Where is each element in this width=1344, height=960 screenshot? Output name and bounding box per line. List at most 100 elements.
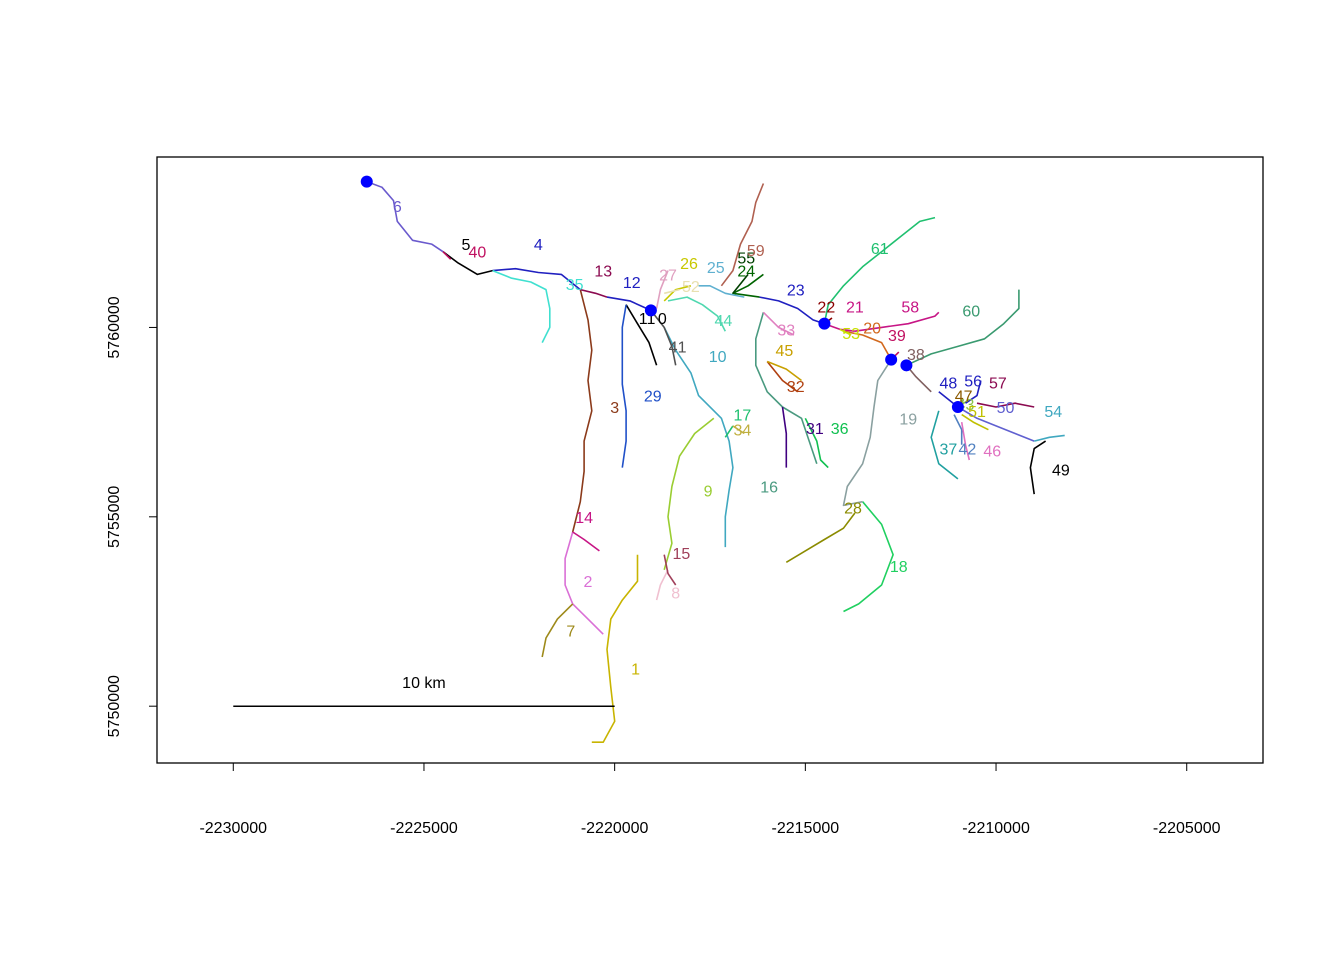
- stream-segment-37: [930, 410, 959, 480]
- stream-segment-45: [766, 360, 802, 382]
- y-axis: 5750000 5755000 5760000: [106, 296, 157, 737]
- segment-label-39: 39: [888, 328, 906, 345]
- scale-bar: 10 km: [233, 675, 615, 707]
- x-tick-label: -2205000: [1153, 820, 1221, 837]
- x-tick-label: -2225000: [390, 820, 458, 837]
- x-tick-label: -2210000: [962, 820, 1030, 837]
- segment-label-44: 44: [714, 313, 732, 330]
- stream-segment-42: [953, 414, 963, 445]
- segment-label-56: 56: [964, 373, 982, 390]
- segment-label-53: 53: [842, 326, 860, 343]
- segment-label-21: 21: [846, 300, 864, 317]
- segment-label-14: 14: [575, 510, 593, 527]
- segment-label-36: 36: [831, 421, 849, 438]
- segment-label-54: 54: [1044, 404, 1062, 421]
- segment-label-18: 18: [890, 559, 908, 576]
- segment-label-25: 25: [707, 260, 725, 277]
- segment-label-46: 46: [983, 444, 1001, 461]
- stream-segment-41: [650, 309, 677, 366]
- segment-label-40: 40: [468, 245, 486, 262]
- outlet-point: [900, 359, 913, 372]
- stream-segment-53: [839, 328, 852, 336]
- stream-segment-61: [823, 216, 936, 324]
- stream-segment-25: [698, 284, 745, 298]
- segment-label-37: 37: [939, 442, 957, 459]
- segment-label-24: 24: [737, 264, 755, 281]
- segment-label-26: 26: [680, 256, 698, 273]
- segment-label-49: 49: [1052, 462, 1070, 479]
- segment-label-45: 45: [775, 343, 793, 360]
- stream-segment-50: [957, 406, 1035, 442]
- segment-label-16: 16: [760, 480, 778, 497]
- stream-segment-27: [655, 270, 669, 309]
- stream-segment-58: [854, 311, 940, 332]
- stream-segment-28: [785, 512, 856, 563]
- stream-segment-1: [591, 554, 639, 744]
- segment-label-60: 60: [962, 303, 980, 320]
- segment-label-7: 7: [566, 623, 575, 640]
- segment-label-12: 12: [623, 275, 641, 292]
- segment-label-19: 19: [899, 411, 917, 428]
- segment-label-29: 29: [644, 389, 662, 406]
- stream-segment-9: [663, 417, 715, 571]
- stream-segment-3: [571, 289, 593, 533]
- stream-segment-44: [667, 296, 727, 332]
- segment-label-33: 33: [777, 322, 795, 339]
- segment-label-59: 59: [747, 243, 765, 260]
- stream-segment-24: [732, 273, 764, 298]
- stream-segment-60: [906, 289, 1020, 367]
- segment-label-50: 50: [997, 400, 1015, 417]
- segment-label-48: 48: [939, 375, 957, 392]
- x-tick-label: -2220000: [581, 820, 649, 837]
- stream-segment-2: [564, 531, 604, 635]
- segment-label-35: 35: [566, 277, 584, 294]
- stream-segment-32: [766, 360, 799, 393]
- stream-segment-17: [724, 425, 734, 438]
- stream-segment-8: [655, 569, 669, 601]
- segment-label-38: 38: [907, 347, 925, 364]
- outlet-point: [360, 175, 373, 188]
- stream-segment-11: [625, 304, 658, 366]
- stream-segment-13: [580, 288, 608, 298]
- segment-label-52: 52: [682, 279, 700, 296]
- stream-segment-35: [492, 269, 551, 343]
- segment-label-41: 41: [669, 339, 687, 356]
- stream-segment-12: [606, 296, 652, 312]
- segment-label-42: 42: [959, 442, 977, 459]
- stream-segment-40: [442, 251, 452, 260]
- stream-segment-54: [1034, 434, 1065, 442]
- segment-label-9: 9: [704, 483, 713, 500]
- stream-segment-31: [781, 406, 788, 468]
- stream-segment-26: [663, 285, 692, 302]
- stream-segment-6: [366, 180, 444, 253]
- segment-label-8: 8: [671, 586, 680, 603]
- segment-label-6: 6: [393, 199, 402, 216]
- segment-label-34: 34: [734, 423, 752, 440]
- stream-segment-51: [961, 413, 989, 431]
- outlet-points: [360, 175, 964, 413]
- segment-label-31: 31: [806, 421, 824, 438]
- outlet-point: [818, 317, 831, 330]
- plot-frame: [156, 156, 1264, 764]
- scale-bar-label: 10 km: [402, 675, 446, 692]
- outlet-label: 0: [658, 311, 667, 328]
- stream-segment-7: [541, 603, 574, 658]
- y-tick-label: 5755000: [106, 486, 123, 548]
- y-tick-label: 5760000: [106, 296, 123, 358]
- stream-segments: [366, 180, 1065, 744]
- segment-label-32: 32: [787, 379, 805, 396]
- stream-segment-14: [572, 531, 600, 552]
- stream-segment-33: [762, 311, 795, 336]
- y-tick-label: 5750000: [106, 675, 123, 737]
- stream-segment-52: [664, 288, 680, 295]
- segment-label-5: 5: [461, 237, 470, 254]
- outlet-point: [644, 304, 657, 317]
- stream-segment-15: [663, 554, 677, 586]
- stream-segment-36: [804, 417, 829, 469]
- segment-label-61: 61: [871, 241, 889, 258]
- stream-segment-34: [732, 425, 745, 435]
- segment-label-1: 1: [631, 661, 640, 678]
- stream-segment-19: [842, 359, 892, 507]
- segment-label-23: 23: [787, 283, 805, 300]
- segment-label-20: 20: [863, 320, 881, 337]
